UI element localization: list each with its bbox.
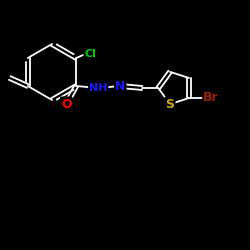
Text: Cl: Cl: [84, 49, 96, 59]
Text: S: S: [166, 98, 174, 111]
Text: O: O: [61, 98, 72, 110]
Text: N: N: [115, 80, 126, 92]
Text: NH: NH: [89, 83, 108, 93]
Text: Br: Br: [203, 92, 219, 104]
